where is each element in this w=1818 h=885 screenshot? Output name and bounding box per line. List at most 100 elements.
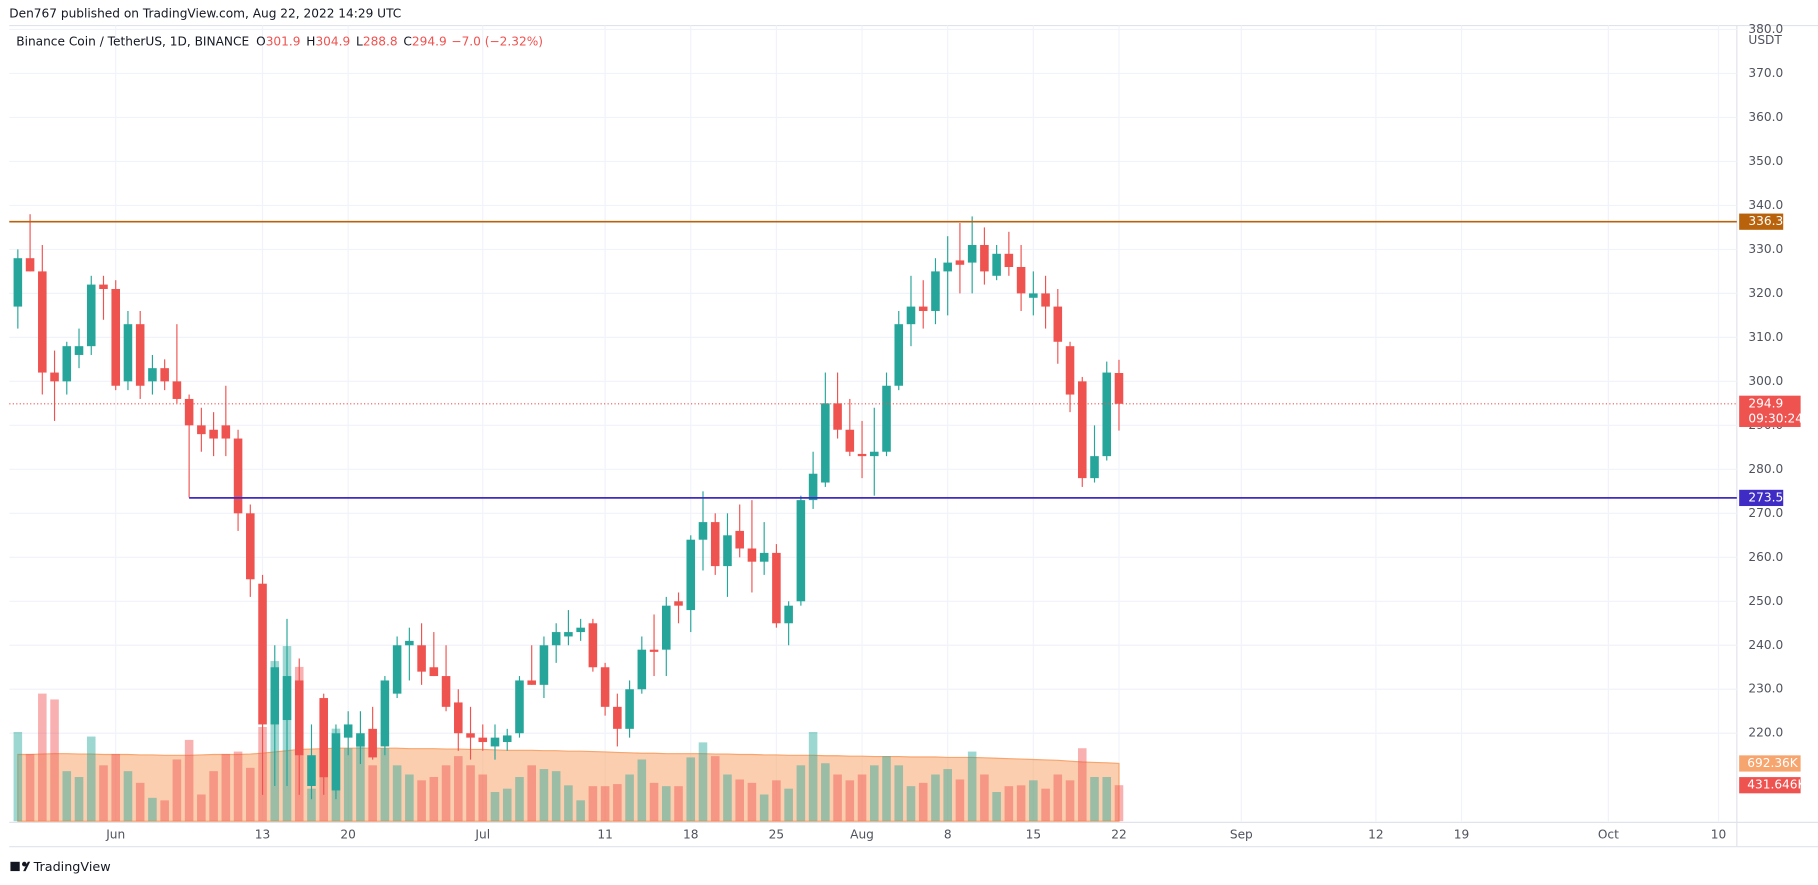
volume-bar (478, 774, 488, 822)
volume-bar (759, 794, 769, 822)
x-tick-label: 8 (944, 828, 952, 842)
volume-bar (99, 765, 108, 822)
last-price-box (1739, 395, 1801, 427)
candle-body (955, 260, 965, 265)
volume-ma-label: 692.36K (1747, 756, 1799, 770)
y-tick-label: 330.0 (1748, 242, 1783, 256)
volume-bar (967, 751, 977, 822)
volume-bar (1065, 780, 1075, 822)
volume-bar (111, 753, 121, 822)
y-tick-label: 370.0 (1748, 66, 1783, 80)
y-tick-label: 220.0 (1748, 726, 1783, 740)
candle-body (368, 728, 377, 758)
candle-body (1102, 372, 1112, 457)
x-tick-label: Aug (850, 828, 874, 842)
x-tick-label: 20 (340, 828, 355, 842)
volume-bar (74, 777, 84, 822)
candle-body (992, 253, 1001, 276)
volume-bar (980, 774, 989, 822)
candle-body (1077, 381, 1087, 479)
candle-body (637, 649, 647, 690)
candle-body (723, 535, 732, 567)
volume-bar (723, 774, 732, 822)
y-tick-label: 340.0 (1748, 198, 1783, 212)
volume-bar (343, 748, 353, 822)
volume-bar (197, 794, 206, 822)
x-tick-label: 18 (683, 828, 698, 842)
volume-bar (233, 751, 243, 822)
volume-bar (172, 759, 182, 822)
volume-bar (600, 786, 610, 822)
candle-body (233, 438, 243, 514)
level-label: 336.3 (1748, 214, 1783, 228)
candle-body (172, 381, 182, 399)
candle-body (600, 667, 610, 707)
candle-body (111, 288, 121, 386)
volume-bar (686, 757, 696, 822)
volume-bar (527, 765, 536, 822)
volume-bar (454, 756, 463, 822)
candle-body (1053, 306, 1063, 342)
candle-body (918, 306, 928, 311)
volume-bar (392, 765, 402, 822)
y-tick-label: 350.0 (1748, 154, 1783, 168)
volume-bar (747, 782, 757, 822)
volume-bar (1077, 748, 1087, 822)
candle-body (772, 552, 781, 624)
volume-bar (490, 792, 500, 822)
volume-bar (515, 777, 524, 822)
candle-body (735, 530, 744, 549)
candle-body (747, 548, 757, 562)
volume-bar (307, 788, 316, 822)
volume-bar (1114, 785, 1124, 822)
volume-bar (992, 792, 1001, 822)
candle-body (576, 627, 585, 633)
candles (13, 214, 1124, 800)
candle-body (527, 680, 536, 685)
candle-body (1029, 293, 1038, 298)
volume-bar (796, 765, 806, 822)
x-tick-label: 11 (597, 828, 612, 842)
candle-body (50, 372, 59, 382)
volume-bar (710, 756, 720, 822)
legend-key: O (256, 34, 266, 48)
levels (9, 220, 1737, 499)
volume-bar (808, 731, 818, 822)
x-tick-label: 25 (769, 828, 784, 842)
volume-bar (882, 756, 891, 822)
legend-symbol: Binance Coin / TetherUS, 1D, BINANCE (16, 34, 249, 48)
volume-bar (1016, 785, 1026, 822)
candle-body (686, 539, 696, 611)
candle-body (857, 453, 867, 457)
volume-ma-label-box (1739, 755, 1801, 772)
candle-body (135, 324, 145, 386)
candle-body (454, 702, 463, 734)
candle-body (429, 667, 439, 677)
x-tick-label: 19 (1454, 828, 1469, 842)
candle-body (1065, 346, 1075, 395)
candle-body (564, 632, 573, 637)
candle-body (894, 324, 904, 386)
volume-bar (833, 774, 842, 822)
volume-bar (417, 780, 426, 822)
logo-dot (22, 861, 27, 867)
x-tick-label: 13 (255, 828, 270, 842)
volume-bar (62, 771, 72, 822)
volume-bar (1004, 786, 1014, 822)
volume-bar (784, 788, 793, 822)
volume-label: 431.646K (1747, 778, 1806, 792)
candle-body (588, 623, 598, 668)
logo-mark (10, 861, 20, 872)
volume-bar (857, 774, 867, 822)
candle-body (833, 403, 842, 430)
legend-change: −7.0 (−2.32%) (451, 34, 543, 48)
volume-bar (821, 763, 830, 822)
candle-body (331, 733, 341, 791)
candle-body (160, 368, 169, 382)
volume-pane (13, 646, 1124, 822)
volume-bar (368, 765, 377, 822)
volume-bar (1090, 777, 1099, 822)
legend-key: L (356, 34, 363, 48)
candle-body (38, 271, 47, 373)
candle-body (343, 724, 353, 738)
